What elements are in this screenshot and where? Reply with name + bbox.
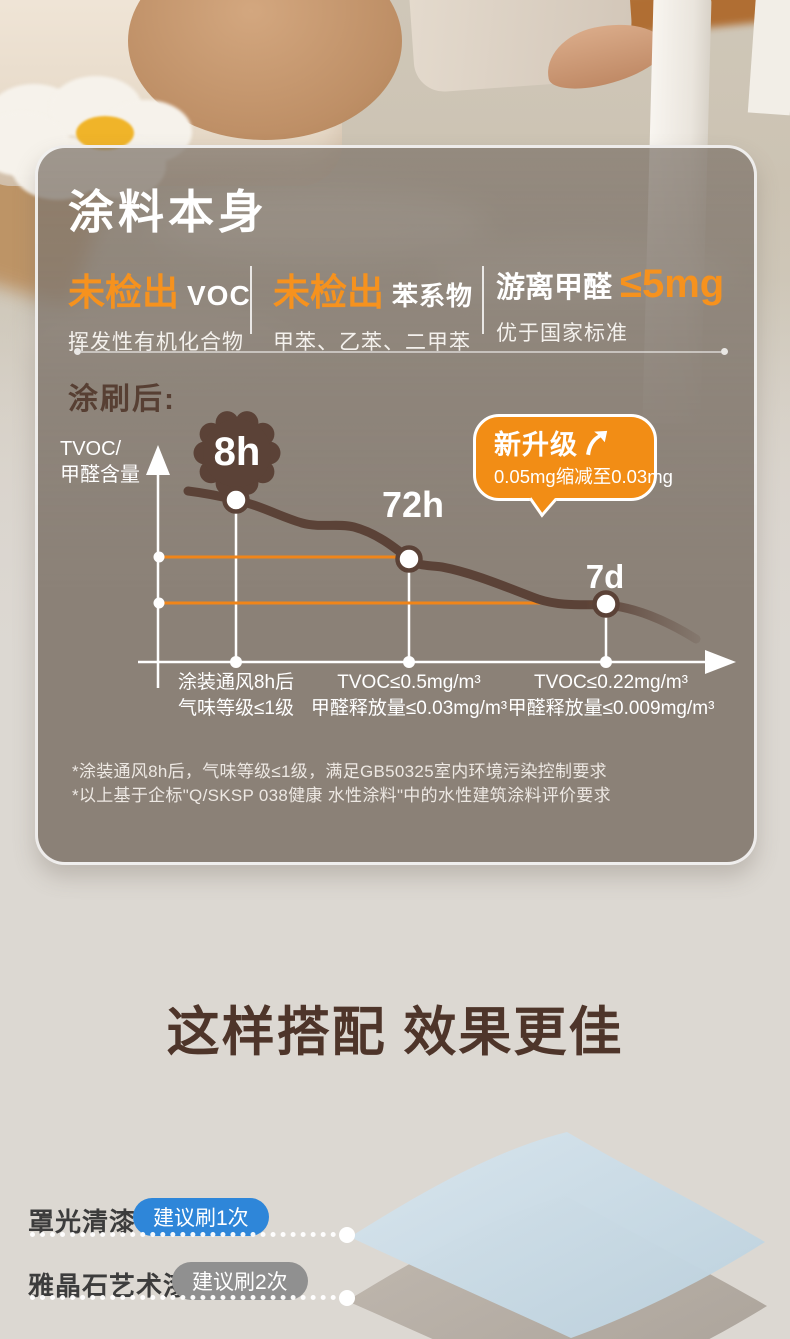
chair-leg bbox=[747, 0, 790, 116]
connector-dot bbox=[339, 1227, 355, 1243]
clear-coat-badge: 建议刷1次 bbox=[133, 1198, 269, 1236]
stat-voc-name: VOC bbox=[187, 280, 251, 311]
stat-voc-highlight: 未检出 bbox=[68, 272, 179, 313]
chart-label-8h: 8h bbox=[213, 430, 261, 474]
upgrade-bubble: 新升级 0.05mg缩减至0.03mg bbox=[473, 414, 673, 518]
paint-layers-illustration bbox=[347, 1132, 767, 1339]
point-72h bbox=[395, 545, 423, 573]
footnotes: *涂装通风8h后，气味等级≤1级，满足GB50325室内环境污染控制要求 *以上… bbox=[72, 760, 611, 808]
y-axis-tick-dot bbox=[153, 551, 165, 563]
chart-note-72h: TVOC≤0.5mg/m³ 甲醛释放量≤0.03mg/m³ bbox=[310, 672, 508, 719]
stats-divider bbox=[482, 266, 484, 334]
wood-floor-top-right bbox=[598, 0, 790, 39]
connector-dot bbox=[339, 1290, 355, 1306]
clear-coat-sheet bbox=[350, 1132, 765, 1338]
y-axis-arrow bbox=[146, 445, 170, 475]
stat-voc-sub: 挥发性有机化合物 bbox=[68, 331, 244, 354]
stat-voc: 未检出 VOC 挥发性有机化合物 bbox=[68, 262, 251, 356]
paint-info-card: 涂料本身 未检出 VOC 挥发性有机化合物 未检出 苯系物 甲苯、乙苯、二甲苯 … bbox=[35, 145, 757, 865]
dotted-connector bbox=[30, 1295, 336, 1300]
point-8h bbox=[222, 486, 250, 514]
chart-label-7d: 7d bbox=[585, 558, 625, 595]
x-axis-tick-dot bbox=[403, 656, 415, 668]
up-arrow-icon bbox=[586, 430, 608, 455]
stat-benzene-name: 苯系物 bbox=[392, 281, 474, 311]
stat-benzene-highlight: 未检出 bbox=[273, 272, 384, 313]
y-axis-tick-dot bbox=[153, 597, 165, 609]
chart-note-8h: 涂装通风8h后 气味等级≤1级 bbox=[177, 672, 295, 719]
upgrade-bubble-title: 新升级 bbox=[494, 430, 578, 460]
combo-heading: 这样搭配 效果更佳 bbox=[166, 1003, 624, 1062]
stats-underline bbox=[74, 348, 728, 355]
chart-y-axis-label: TVOC/ 甲醛含量 bbox=[60, 438, 140, 486]
footnote-line: *以上基于企标"Q/SKSP 038健康 水性涂料"中的水性建筑涂料评价要求 bbox=[72, 786, 611, 805]
pouf bbox=[128, 0, 402, 140]
x-axis-tick-dot bbox=[600, 656, 612, 668]
stat-formaldehyde: 游离甲醛 ≤5mg 优于国家标准 bbox=[496, 262, 724, 347]
stat-formaldehyde-value: ≤5mg bbox=[620, 262, 725, 306]
person-legs bbox=[408, 0, 636, 94]
stat-benzene-sub: 甲苯、乙苯、二甲苯 bbox=[273, 331, 471, 354]
x-axis-tick-dot bbox=[230, 656, 242, 668]
chart-note-7d: TVOC≤0.22mg/m³ 甲醛释放量≤0.009mg/m³ bbox=[507, 672, 715, 719]
stats-divider bbox=[250, 266, 252, 334]
stat-formaldehyde-name: 游离甲醛 bbox=[496, 272, 613, 304]
art-paint-badge: 建议刷2次 bbox=[172, 1262, 308, 1300]
person-foot bbox=[540, 14, 670, 96]
stat-benzene: 未检出 苯系物 甲苯、乙苯、二甲苯 bbox=[273, 262, 473, 356]
chart-label-72h: 72h bbox=[381, 484, 445, 525]
upgrade-bubble-subtitle: 0.05mg缩减至0.03mg bbox=[494, 466, 673, 487]
card-title: 涂料本身 bbox=[68, 186, 268, 238]
dotted-connector bbox=[30, 1232, 336, 1237]
chart-heading: 涂刷后: bbox=[68, 383, 176, 416]
stat-formaldehyde-sub: 优于国家标准 bbox=[496, 322, 628, 345]
footnote-line: *涂装通风8h后，气味等级≤1级，满足GB50325室内环境污染控制要求 bbox=[72, 762, 607, 781]
